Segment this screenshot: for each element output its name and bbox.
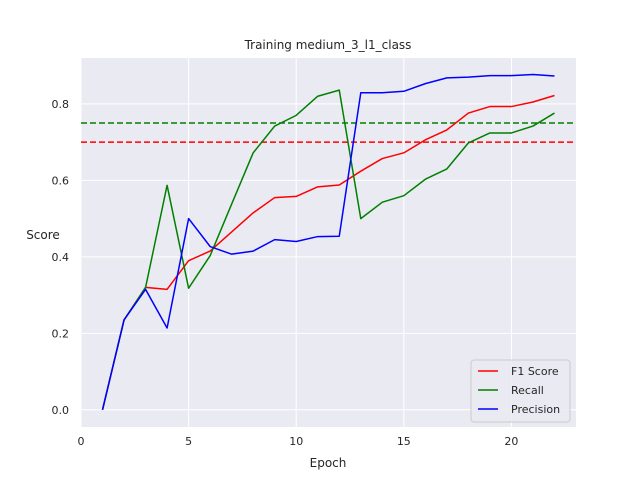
x-tick-label: 20 <box>504 435 518 448</box>
legend: F1 Score Recall Precision <box>470 359 571 423</box>
y-tick-label: 0.2 <box>52 327 70 340</box>
series-line-precision <box>101 73 555 410</box>
x-tick-label: 10 <box>289 435 303 448</box>
y-tick-label: 0.0 <box>52 404 70 417</box>
y-tick-label: 0.4 <box>52 251 70 264</box>
legend-box <box>470 359 571 423</box>
series-lines <box>101 73 555 410</box>
y-tick-label: 0.6 <box>52 174 70 187</box>
legend-label: Recall <box>511 384 544 397</box>
grid <box>80 58 576 427</box>
reference-lines <box>81 122 576 143</box>
y-axis-label: Score <box>26 228 60 242</box>
x-tick-label: 0 <box>78 435 85 448</box>
chart-title: Training medium_3_l1_class <box>244 38 412 52</box>
legend-label: Precision <box>511 403 560 416</box>
x-axis-label: Epoch <box>310 456 347 470</box>
series-line-recall <box>101 89 555 410</box>
y-tick-label: 0.8 <box>52 98 70 111</box>
x-tick-label: 5 <box>185 435 192 448</box>
legend-label: F1 Score <box>511 365 559 378</box>
tick-labels: 0 5 10 15 20 0.0 0.2 0.4 0.6 0.8 <box>52 98 519 448</box>
x-tick-label: 15 <box>397 435 411 448</box>
